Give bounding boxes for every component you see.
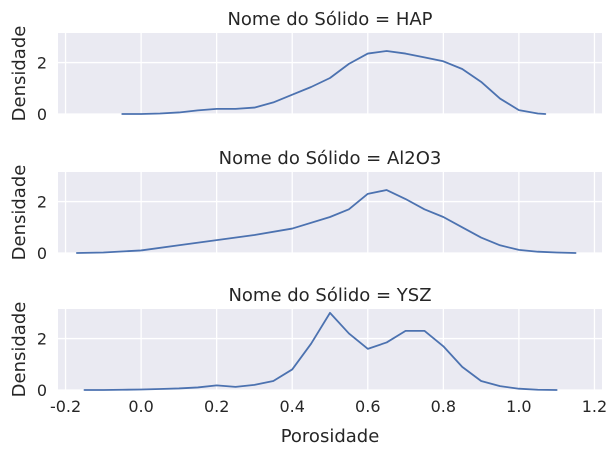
y-tick-label: 2 bbox=[37, 193, 47, 212]
density-line-2 bbox=[75, 189, 577, 254]
panel-1: 0 2 Nome do Sólido = HAP Densidade bbox=[9, 9, 602, 124]
y-tick-label: 2 bbox=[37, 330, 47, 349]
x-axis-ticks: -0.2 0.0 0.2 0.4 0.6 0.8 1.0 1.2 bbox=[50, 397, 607, 416]
y-tick-label: 0 bbox=[37, 244, 47, 263]
x-tick-label: 1.2 bbox=[582, 397, 607, 416]
y-tick-label: 0 bbox=[37, 105, 47, 124]
x-tick-label: 0.0 bbox=[128, 397, 153, 416]
density-line-3 bbox=[83, 311, 558, 391]
x-tick-label: 0.2 bbox=[204, 397, 229, 416]
y-axis-label: Densidade bbox=[9, 165, 30, 261]
panel-background bbox=[58, 33, 602, 114]
panel-background bbox=[58, 309, 602, 390]
y-axis-label: Densidade bbox=[9, 302, 30, 398]
panel-title: Nome do Sólido = YSZ bbox=[228, 285, 431, 306]
panels: 0 2 Nome do Sólido = HAP Densidade 0 2 Nome do… bbox=[9, 9, 602, 400]
panel-background bbox=[58, 172, 602, 253]
panel-title: Nome do Sólido = Al2O3 bbox=[219, 148, 442, 169]
panel-3: 0 2 Nome do Sólido = YSZ Densidade bbox=[9, 285, 602, 400]
y-tick-label: 2 bbox=[37, 54, 47, 73]
x-tick-label: -0.2 bbox=[50, 397, 81, 416]
x-tick-label: 0.4 bbox=[279, 397, 304, 416]
x-tick-label: 0.8 bbox=[431, 397, 456, 416]
density-line-1 bbox=[121, 50, 547, 115]
x-tick-label: 1.0 bbox=[506, 397, 531, 416]
x-tick-label: 0.6 bbox=[355, 397, 380, 416]
y-axis-label: Densidade bbox=[9, 26, 30, 122]
panel-2: 0 2 Nome do Sólido = Al2O3 Densidade bbox=[9, 148, 602, 263]
y-tick-label: 0 bbox=[37, 381, 47, 400]
panel-title: Nome do Sólido = HAP bbox=[227, 9, 432, 30]
x-axis-label: Porosidade bbox=[281, 426, 380, 447]
